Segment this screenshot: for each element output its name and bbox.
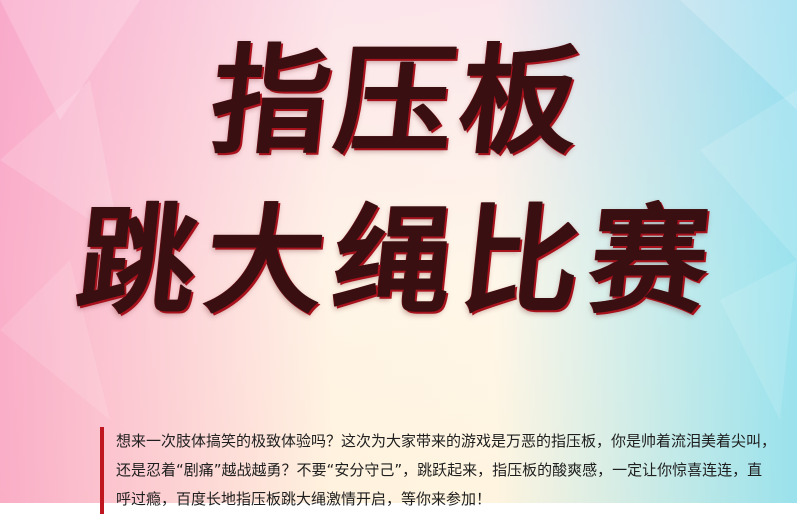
poster-title-line1: 指压板: [205, 31, 592, 170]
geometric-facets: [0, 0, 797, 503]
poster-title-line2: 跳大绳比赛: [71, 191, 726, 330]
intro-paragraph: 想来一次肢体搞笑的极致体验吗？这次为大家带来的游戏是万恶的指压板，你是帅着流泪美…: [100, 427, 776, 514]
poster-background: [0, 0, 797, 503]
